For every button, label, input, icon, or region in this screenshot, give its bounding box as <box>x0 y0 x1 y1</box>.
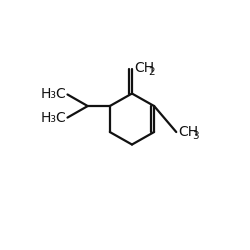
Text: CH: CH <box>134 60 154 74</box>
Text: 2: 2 <box>148 67 154 77</box>
Text: H₃C: H₃C <box>40 110 66 124</box>
Text: 3: 3 <box>192 131 199 141</box>
Text: CH: CH <box>178 125 198 139</box>
Text: H₃C: H₃C <box>40 88 66 102</box>
